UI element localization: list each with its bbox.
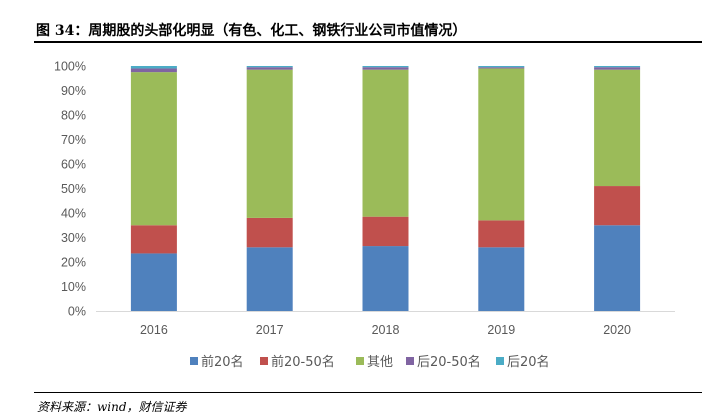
bar-segment — [246, 217, 293, 248]
x-tick-label: 2018 — [372, 323, 400, 337]
source-rule — [34, 392, 702, 393]
source-note: 资料来源：wind，财信证券 — [37, 400, 187, 414]
bar-segment — [246, 247, 293, 311]
y-tick-label: 100% — [54, 60, 86, 74]
legend-swatch — [356, 357, 364, 365]
legend-swatch — [496, 357, 504, 365]
bar-segment — [246, 69, 293, 218]
bar-segment — [362, 67, 409, 70]
y-tick-label: 20% — [61, 256, 86, 270]
bar-segment — [478, 220, 525, 248]
bar-segment — [130, 253, 177, 311]
bar-segment — [246, 66, 293, 68]
bar-segment — [594, 69, 641, 187]
bar-segment — [478, 66, 525, 68]
legend: 前20名 前20-50名 其他 后20-50名 后20名 — [190, 354, 550, 370]
bar-segment — [362, 246, 409, 311]
bar-segment — [594, 67, 641, 70]
legend-swatch — [406, 357, 414, 365]
y-tick-label: 40% — [61, 207, 86, 221]
bar-segment — [478, 247, 525, 311]
y-tick-label: 30% — [61, 231, 86, 245]
bars — [130, 66, 641, 311]
bar-segment — [478, 67, 525, 69]
bar-segment — [594, 186, 641, 226]
x-tick-label: 2017 — [256, 323, 284, 337]
bar-segment — [594, 225, 641, 311]
y-tick-label: 0% — [68, 305, 86, 319]
y-tick-label: 70% — [61, 133, 86, 147]
bar-segment — [362, 69, 409, 217]
legend-label: 前20-50名 — [271, 354, 335, 370]
bar-segment — [478, 68, 525, 221]
bar-segment — [362, 216, 409, 247]
y-tick-label: 80% — [61, 109, 86, 123]
bar-segment — [130, 68, 177, 73]
bar-segment — [246, 67, 293, 70]
legend-label: 后20名 — [507, 354, 550, 370]
x-axis: 2016 2017 2018 2019 2020 — [96, 311, 675, 337]
legend-label: 前20名 — [201, 354, 244, 370]
bar-segment — [130, 66, 177, 69]
figure-title: 图 34：周期股的头部化明显（有色、化工、钢铁行业公司市值情况） — [36, 23, 467, 39]
bar-segment — [130, 225, 177, 254]
y-tick-label: 10% — [61, 280, 86, 294]
y-tick-label: 60% — [61, 158, 86, 172]
legend-swatch — [260, 357, 268, 365]
y-tick-label: 50% — [61, 182, 86, 196]
x-tick-label: 2016 — [140, 323, 168, 337]
x-tick-label: 2019 — [487, 323, 515, 337]
x-tick-label: 2020 — [603, 323, 631, 337]
legend-swatch — [190, 357, 198, 365]
y-axis: 0% 10% 20% 30% 40% 50% 60% 70% 80% 90% 100% — [54, 60, 86, 319]
legend-label: 其他 — [367, 355, 393, 370]
title-rule — [34, 41, 702, 43]
bar-segment — [594, 66, 641, 68]
bar-segment — [362, 66, 409, 68]
bar-segment — [130, 72, 177, 226]
y-tick-label: 90% — [61, 84, 86, 98]
legend-label: 后20-50名 — [417, 354, 481, 370]
